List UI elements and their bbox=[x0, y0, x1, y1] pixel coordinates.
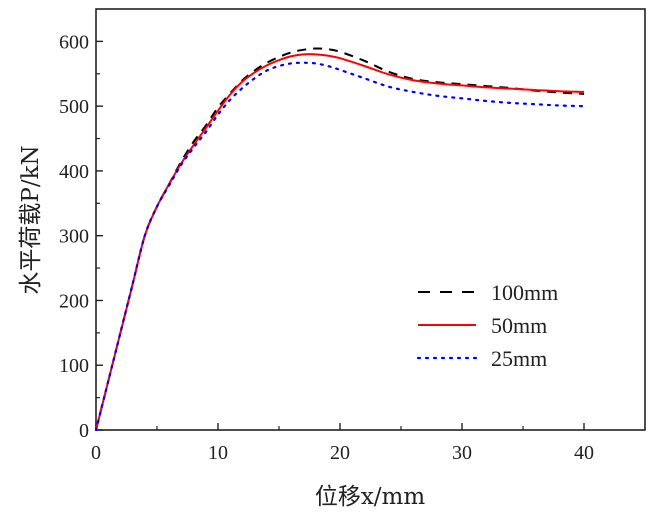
y-tick-label: 300 bbox=[59, 226, 89, 248]
x-tick-label: 40 bbox=[574, 442, 594, 464]
x-tick-label: 30 bbox=[452, 442, 472, 464]
x-tick-label: 20 bbox=[330, 442, 350, 464]
legend-label: 100mm bbox=[491, 280, 558, 305]
legend-label: 50mm bbox=[491, 313, 547, 338]
y-tick-label: 400 bbox=[59, 161, 89, 183]
x-tick-label: 0 bbox=[91, 442, 101, 464]
series-line-100mm bbox=[95, 47, 585, 431]
legend-label: 25mm bbox=[491, 346, 547, 371]
y-tick-label: 200 bbox=[59, 290, 89, 312]
plot-frame bbox=[95, 8, 646, 431]
x-axis-title: 位移x/mm bbox=[315, 484, 426, 510]
y-tick-label: 0 bbox=[79, 420, 89, 442]
axis-ticks bbox=[95, 40, 585, 431]
series-line-25mm bbox=[94, 61, 586, 432]
series-lines bbox=[94, 47, 586, 432]
y-axis-title: 水平荷载P/kN bbox=[18, 145, 44, 294]
series-line-50mm bbox=[95, 53, 585, 431]
x-tick-label: 10 bbox=[208, 442, 228, 464]
y-tick-label: 100 bbox=[59, 355, 89, 377]
y-tick-label: 500 bbox=[59, 96, 89, 118]
legend: 100mm 50mm 25mm bbox=[416, 280, 558, 371]
y-tick-label: 600 bbox=[59, 31, 89, 53]
